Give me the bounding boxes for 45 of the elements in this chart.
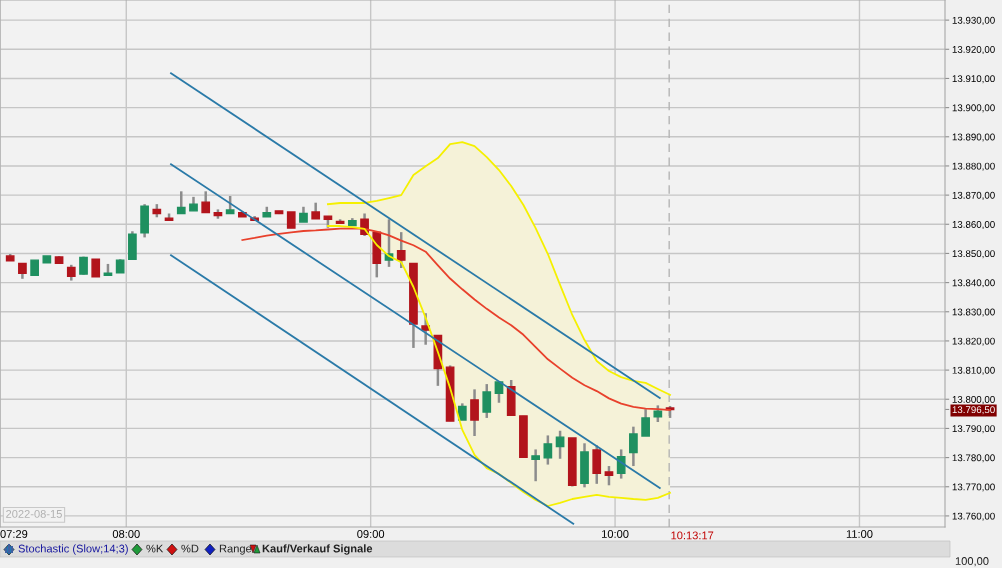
- y-tick-label: 13.840,00: [952, 279, 995, 288]
- y-tick-label: 13.810,00: [952, 366, 995, 375]
- candlestick: [555, 429, 565, 461]
- y-tick-label: 13.860,00: [952, 221, 995, 230]
- y-tick-label: 13.880,00: [952, 162, 995, 171]
- line-series: [326, 141, 671, 396]
- y-tick-label: 13.930,00: [952, 16, 995, 25]
- candlestick: [396, 230, 406, 270]
- candlestick: [629, 425, 638, 468]
- y-tick-label: 13.890,00: [952, 133, 995, 142]
- y-tick-label: 13.820,00: [952, 337, 995, 346]
- text: %D: [181, 544, 199, 553]
- text: 100,00: [955, 557, 989, 567]
- x-tick-label: 07:29: [0, 530, 28, 538]
- candlestick: [592, 444, 602, 486]
- x-tick-label: 09:00: [357, 530, 385, 538]
- candlestick: [201, 190, 211, 214]
- y-tick-label: 13.780,00: [952, 454, 995, 463]
- ref-line-label: 10:13:17: [671, 531, 714, 540]
- text: %K: [146, 544, 164, 553]
- y-tick-label: 13.850,00: [952, 250, 995, 259]
- x-tick-label: 08:00: [112, 530, 140, 538]
- y-tick-label: 13.790,00: [952, 425, 995, 434]
- candlestick: [641, 407, 650, 438]
- candlestick: [482, 382, 492, 420]
- y-tick-label: 13.920,00: [952, 46, 995, 55]
- candlestick: [604, 464, 614, 487]
- annotation: 2022-08-15: [6, 509, 62, 518]
- y-tick-label: 13.770,00: [952, 483, 995, 492]
- y-tick-label: 13.800,00: [952, 395, 995, 405]
- y-tick-label: 13.910,00: [952, 75, 995, 84]
- x-tick-label: 10:00: [602, 530, 629, 538]
- candlestick: [531, 448, 541, 483]
- x-tick-label: 11:00: [846, 530, 873, 538]
- candlestick: [470, 388, 479, 438]
- y-tick-label: 13.830,00: [952, 308, 995, 317]
- y-tick-label: 13.900,00: [952, 104, 995, 113]
- candlestick: [176, 190, 186, 215]
- candlestick: [543, 434, 553, 466]
- text: Kauf/Verkauf Signale: [262, 544, 373, 555]
- y-tick-label: 13.760,00: [952, 512, 995, 521]
- y-tick-label: 13.796,50: [952, 406, 995, 415]
- text: Stochastic (Slow;14;3): [18, 544, 128, 555]
- y-tick-label: 13.870,00: [952, 191, 995, 200]
- text: Range: [219, 544, 252, 555]
